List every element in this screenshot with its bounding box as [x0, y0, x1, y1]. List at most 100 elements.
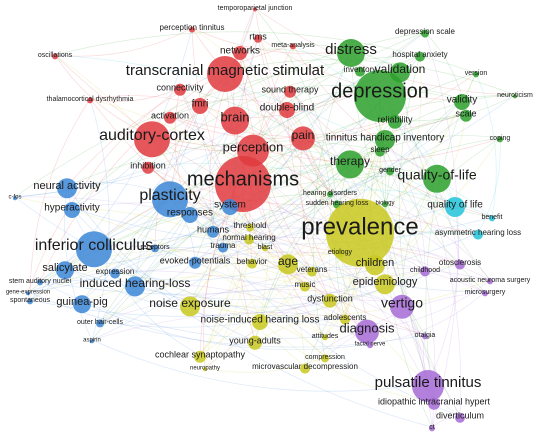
node-bubble — [125, 276, 145, 297]
node-label: dysfunction — [307, 293, 353, 303]
edge — [71, 31, 426, 209]
node-label: trauma — [211, 241, 236, 250]
edge — [89, 87, 181, 102]
edge — [212, 161, 351, 231]
edge — [169, 164, 438, 197]
edge — [81, 31, 426, 303]
node-label: evoked-potentials — [160, 255, 231, 265]
node-bubble — [513, 94, 517, 99]
node-bubble — [152, 181, 188, 218]
node-bubble — [355, 319, 379, 344]
edge — [425, 72, 477, 403]
node-label: meta-analysis — [271, 42, 315, 49]
node-bubble — [215, 156, 271, 212]
edge — [264, 246, 341, 256]
node-bubble — [37, 279, 43, 286]
node-bubble — [52, 53, 58, 60]
node-label: fmri — [192, 99, 209, 110]
node-label: aspirin — [83, 338, 101, 344]
node-bubble — [56, 261, 74, 280]
edge — [89, 98, 341, 253]
node-label: asymmetric hearing loss — [435, 228, 521, 237]
node-label: outer hair-cells — [77, 319, 123, 326]
edge — [224, 59, 516, 96]
edge — [252, 137, 501, 163]
node-bubble — [262, 245, 268, 252]
node-bubble — [151, 244, 159, 253]
node-label: mechanisms — [187, 168, 299, 190]
edge — [169, 113, 467, 138]
node-label: biology — [375, 201, 394, 207]
node-label: sound therapy — [261, 84, 319, 94]
node-bubble — [322, 334, 328, 341]
node-label: receptors — [140, 244, 170, 251]
node-label: noise-induced hearing loss — [201, 315, 320, 326]
edge — [384, 202, 491, 281]
node-bubble — [248, 335, 262, 350]
edge — [204, 269, 426, 369]
node-bubble — [420, 266, 430, 277]
node-bubble — [382, 201, 388, 208]
node-label: version — [465, 70, 488, 77]
node-bubble — [445, 197, 465, 217]
node-label: cochlear synaptopathy — [155, 349, 246, 359]
edge — [66, 185, 256, 342]
edge — [151, 135, 289, 263]
edge — [394, 119, 456, 206]
edge — [179, 87, 214, 231]
node-bubble — [323, 293, 337, 308]
edge — [14, 196, 326, 358]
node-label: induced hearing-loss — [80, 276, 191, 290]
edge — [384, 137, 426, 271]
node-label: attitudes — [312, 333, 339, 340]
edge — [81, 301, 371, 351]
node-bubble — [279, 102, 295, 118]
node-label: hearing disorders — [303, 190, 358, 197]
node-label: system — [214, 200, 246, 211]
node-bubble — [96, 319, 104, 328]
node-label: perception tinnitus — [160, 23, 225, 32]
node-bubble — [386, 167, 394, 176]
edge — [191, 27, 352, 54]
edge — [91, 339, 429, 392]
edge — [27, 87, 181, 293]
node-bubble — [244, 234, 254, 245]
edge — [71, 207, 493, 245]
node-label: young-adults — [229, 335, 281, 345]
node-label: validation — [375, 62, 426, 76]
node-label: activation — [151, 110, 189, 120]
node-bubble — [336, 249, 344, 258]
edge — [204, 261, 253, 369]
edge — [114, 270, 368, 330]
node-bubble — [455, 259, 465, 270]
edge — [39, 70, 226, 282]
node-bubble — [473, 229, 483, 240]
edge — [199, 98, 288, 109]
node-bubble — [375, 274, 395, 295]
edge — [54, 27, 193, 57]
node-bubble — [367, 342, 373, 349]
node-label: distress — [325, 41, 377, 58]
node-bubble — [489, 215, 495, 222]
edge — [154, 103, 201, 248]
edge — [222, 99, 463, 247]
edge — [222, 169, 391, 247]
edge — [212, 161, 351, 231]
edge — [154, 175, 438, 248]
node-label: pain — [292, 128, 315, 142]
edge — [93, 7, 256, 247]
edge — [147, 69, 361, 167]
edge — [248, 237, 313, 271]
node-bubble — [375, 130, 395, 150]
node-label: depression scale — [395, 27, 456, 36]
edge — [99, 289, 403, 323]
node-bubble — [90, 339, 94, 344]
node-label: c-fos — [8, 195, 21, 201]
node-label: gene-expression — [6, 290, 50, 296]
node-label: stem auditory nuclei — [9, 278, 72, 285]
node-label: behavior — [237, 257, 268, 266]
node-bubble — [207, 56, 243, 92]
node-label: spontaneous — [10, 297, 51, 304]
edge — [14, 89, 291, 198]
